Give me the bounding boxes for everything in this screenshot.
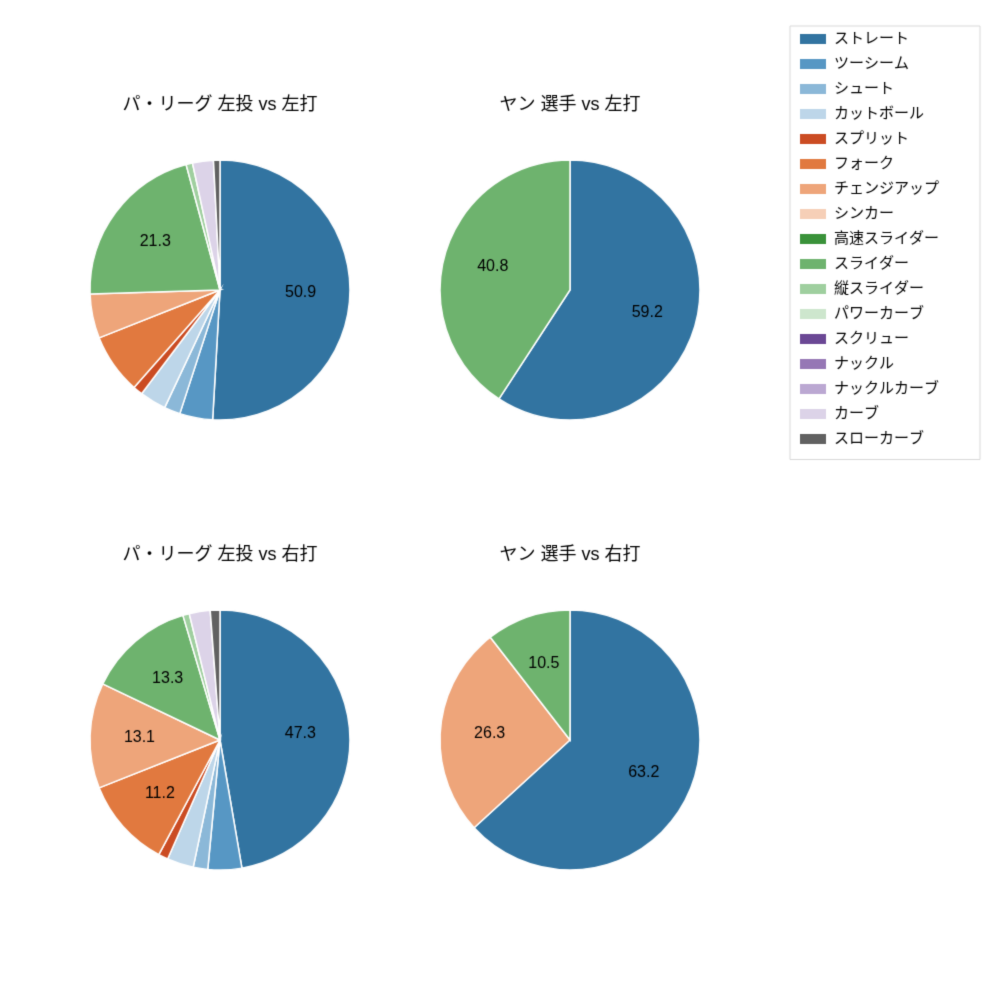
- pitch-mix-pie-grid: [0, 0, 1000, 1000]
